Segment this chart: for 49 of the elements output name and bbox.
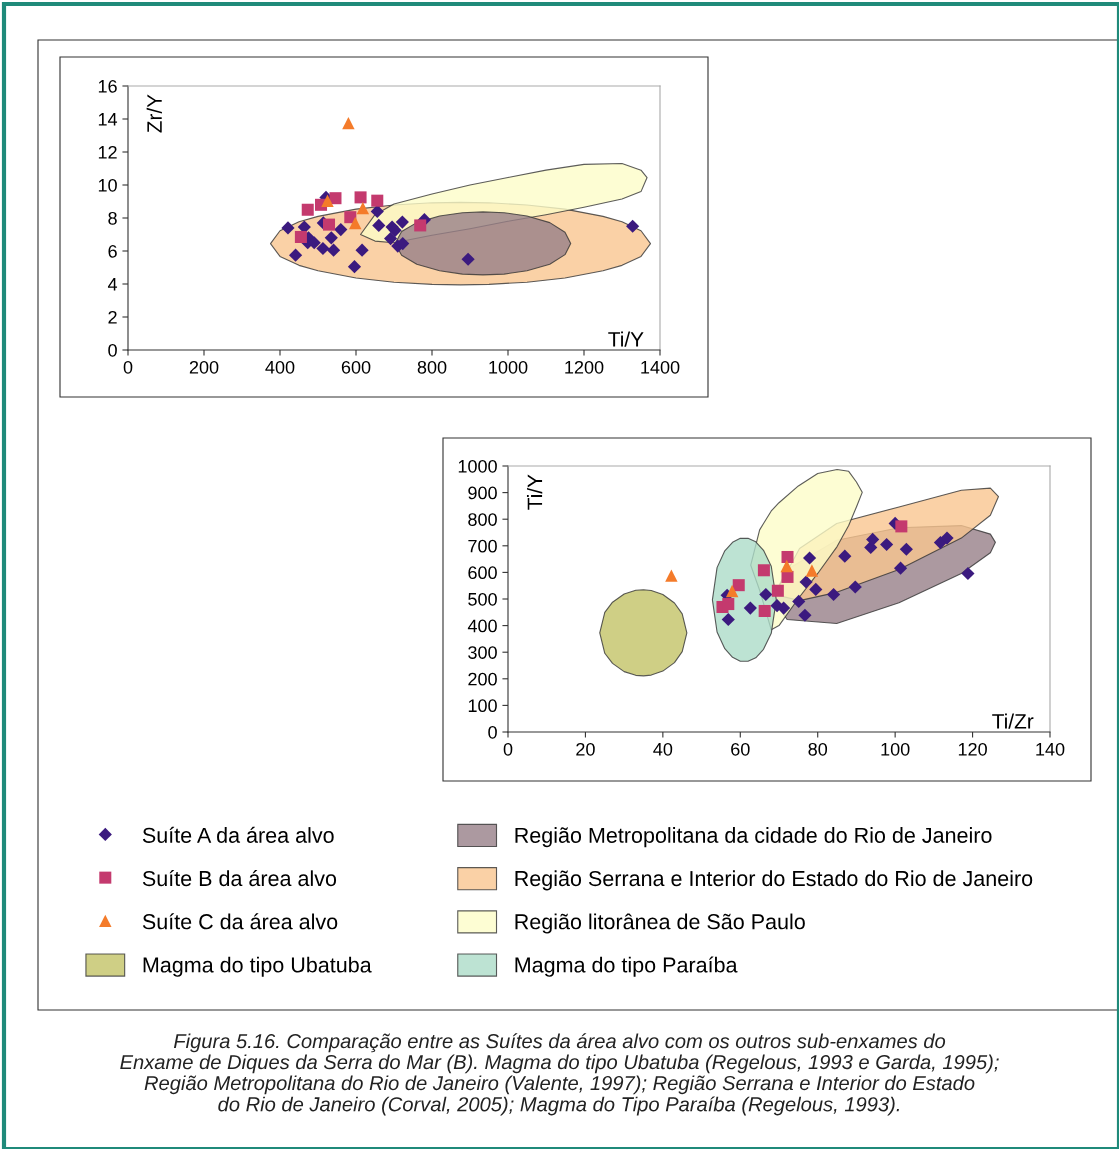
y-tick-label: 700 — [468, 539, 497, 553]
x-tick-label: 60 — [731, 742, 750, 756]
x-tick-label: 0 — [123, 360, 133, 374]
y-tick-label: 12 — [98, 145, 117, 159]
y-tick-label: 1000 — [458, 459, 497, 473]
legend-label: Suíte A da área alvo — [142, 826, 334, 843]
x-tick-label: 20 — [576, 742, 595, 756]
x-tick-label: 600 — [341, 360, 371, 374]
y-tick-label: 600 — [468, 566, 497, 580]
legend-label: Magma do tipo Paraíba — [515, 956, 738, 977]
x-tick-label: 40 — [653, 742, 673, 756]
y-tick-label: 900 — [468, 486, 497, 500]
y-tick-label: 0 — [488, 725, 497, 739]
x-tick-label: 0 — [503, 742, 513, 756]
x-tick-label: 200 — [189, 360, 219, 374]
x-tick-label: 100 — [881, 742, 910, 756]
y-tick-label: 10 — [98, 178, 117, 192]
y-tick-label: 800 — [468, 513, 497, 526]
y-tick-label: 400 — [467, 619, 497, 633]
y-tick-label: 14 — [98, 113, 118, 126]
y-tick-label: 6 — [108, 244, 117, 258]
y-tick-label: 100 — [468, 699, 497, 713]
y-axis-title: Ti/Y — [526, 474, 543, 510]
y-axis-title: Zr/Y — [146, 94, 162, 133]
y-tick-label: 4 — [107, 278, 118, 291]
legend-label: Região Metropolitana da cidade do Rio de Janeiro — [515, 827, 992, 848]
x-tick-label: 400 — [265, 360, 295, 374]
y-tick-label: 0 — [108, 343, 117, 357]
y-tick-label: 300 — [468, 646, 497, 659]
x-tick-label: 1200 — [565, 360, 604, 374]
legend-label: Magma do tipo Ubatuba — [143, 956, 372, 977]
y-tick-label: 2 — [108, 310, 117, 324]
x-tick-label: 800 — [417, 360, 447, 374]
x-axis-title: Ti/Zr — [992, 713, 1034, 729]
x-tick-label: 140 — [1036, 742, 1065, 756]
text: Figura 5.16. Comparação entre as Suítes da área alvo com os outros sub-enxames do Enxame de Diques da Serra do Mar (B). Magma do tipo Ubatuba (Regelous, 1993 e Garda, 1995); Região Metropolitana do Rio de Janeiro (Valente, 1997); Região Serrana e Interior do Estado do Rio de Janeiro (Corval, 2005); Magma do Tipo Paraíba (Regelous, 1993). — [120, 1033, 999, 1116]
y-tick-label: 8 — [108, 211, 117, 225]
legend-label: Região litorânea de São Paulo — [515, 913, 805, 934]
legend-label: Suíte C da área alvo — [142, 913, 338, 930]
y-tick-label: 16 — [98, 79, 117, 93]
y-tick-label: 500 — [468, 592, 497, 606]
x-tick-label: 120 — [958, 742, 987, 756]
x-tick-label: 1400 — [641, 360, 680, 374]
x-tick-label: 80 — [808, 742, 828, 756]
legend-label: Suíte B da área alvo — [142, 870, 337, 887]
y-tick-label: 200 — [468, 672, 497, 686]
legend-label: Região Serrana e Interior do Estado do Rio de Janeiro — [515, 870, 1033, 891]
x-axis-title: Ti/Y — [608, 331, 644, 347]
x-tick-label: 1000 — [489, 360, 528, 374]
